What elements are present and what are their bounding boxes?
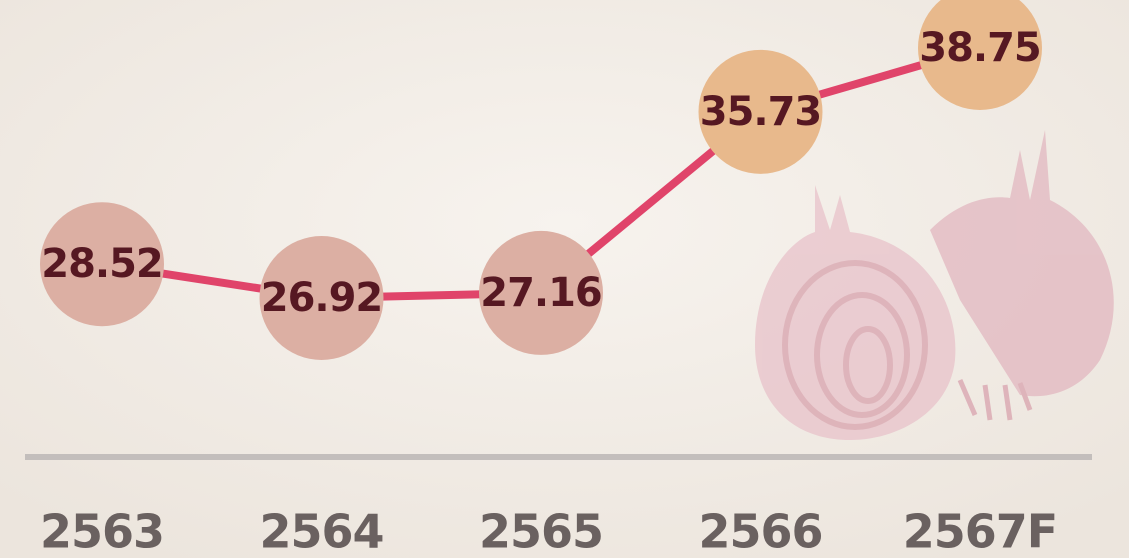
x-tick-label: 2565 <box>479 505 603 558</box>
x-tick-label: 2566 <box>698 505 822 558</box>
value-label: 38.75 <box>919 25 1041 71</box>
chart: 28.52 2563 26.92 2564 27.16 2565 35.73 2566 38.7… <box>0 0 1129 558</box>
x-tick-label: 2563 <box>40 505 164 558</box>
value-label: 28.52 <box>41 241 163 287</box>
x-tick-label: 2564 <box>259 505 383 558</box>
x-tick-label: 2567F <box>903 505 1057 558</box>
value-label: 26.92 <box>261 275 383 321</box>
page: 28.52 2563 26.92 2564 27.16 2565 35.73 2566 38.7… <box>0 0 1129 558</box>
value-label: 27.16 <box>480 270 602 316</box>
value-label: 35.73 <box>700 89 822 135</box>
